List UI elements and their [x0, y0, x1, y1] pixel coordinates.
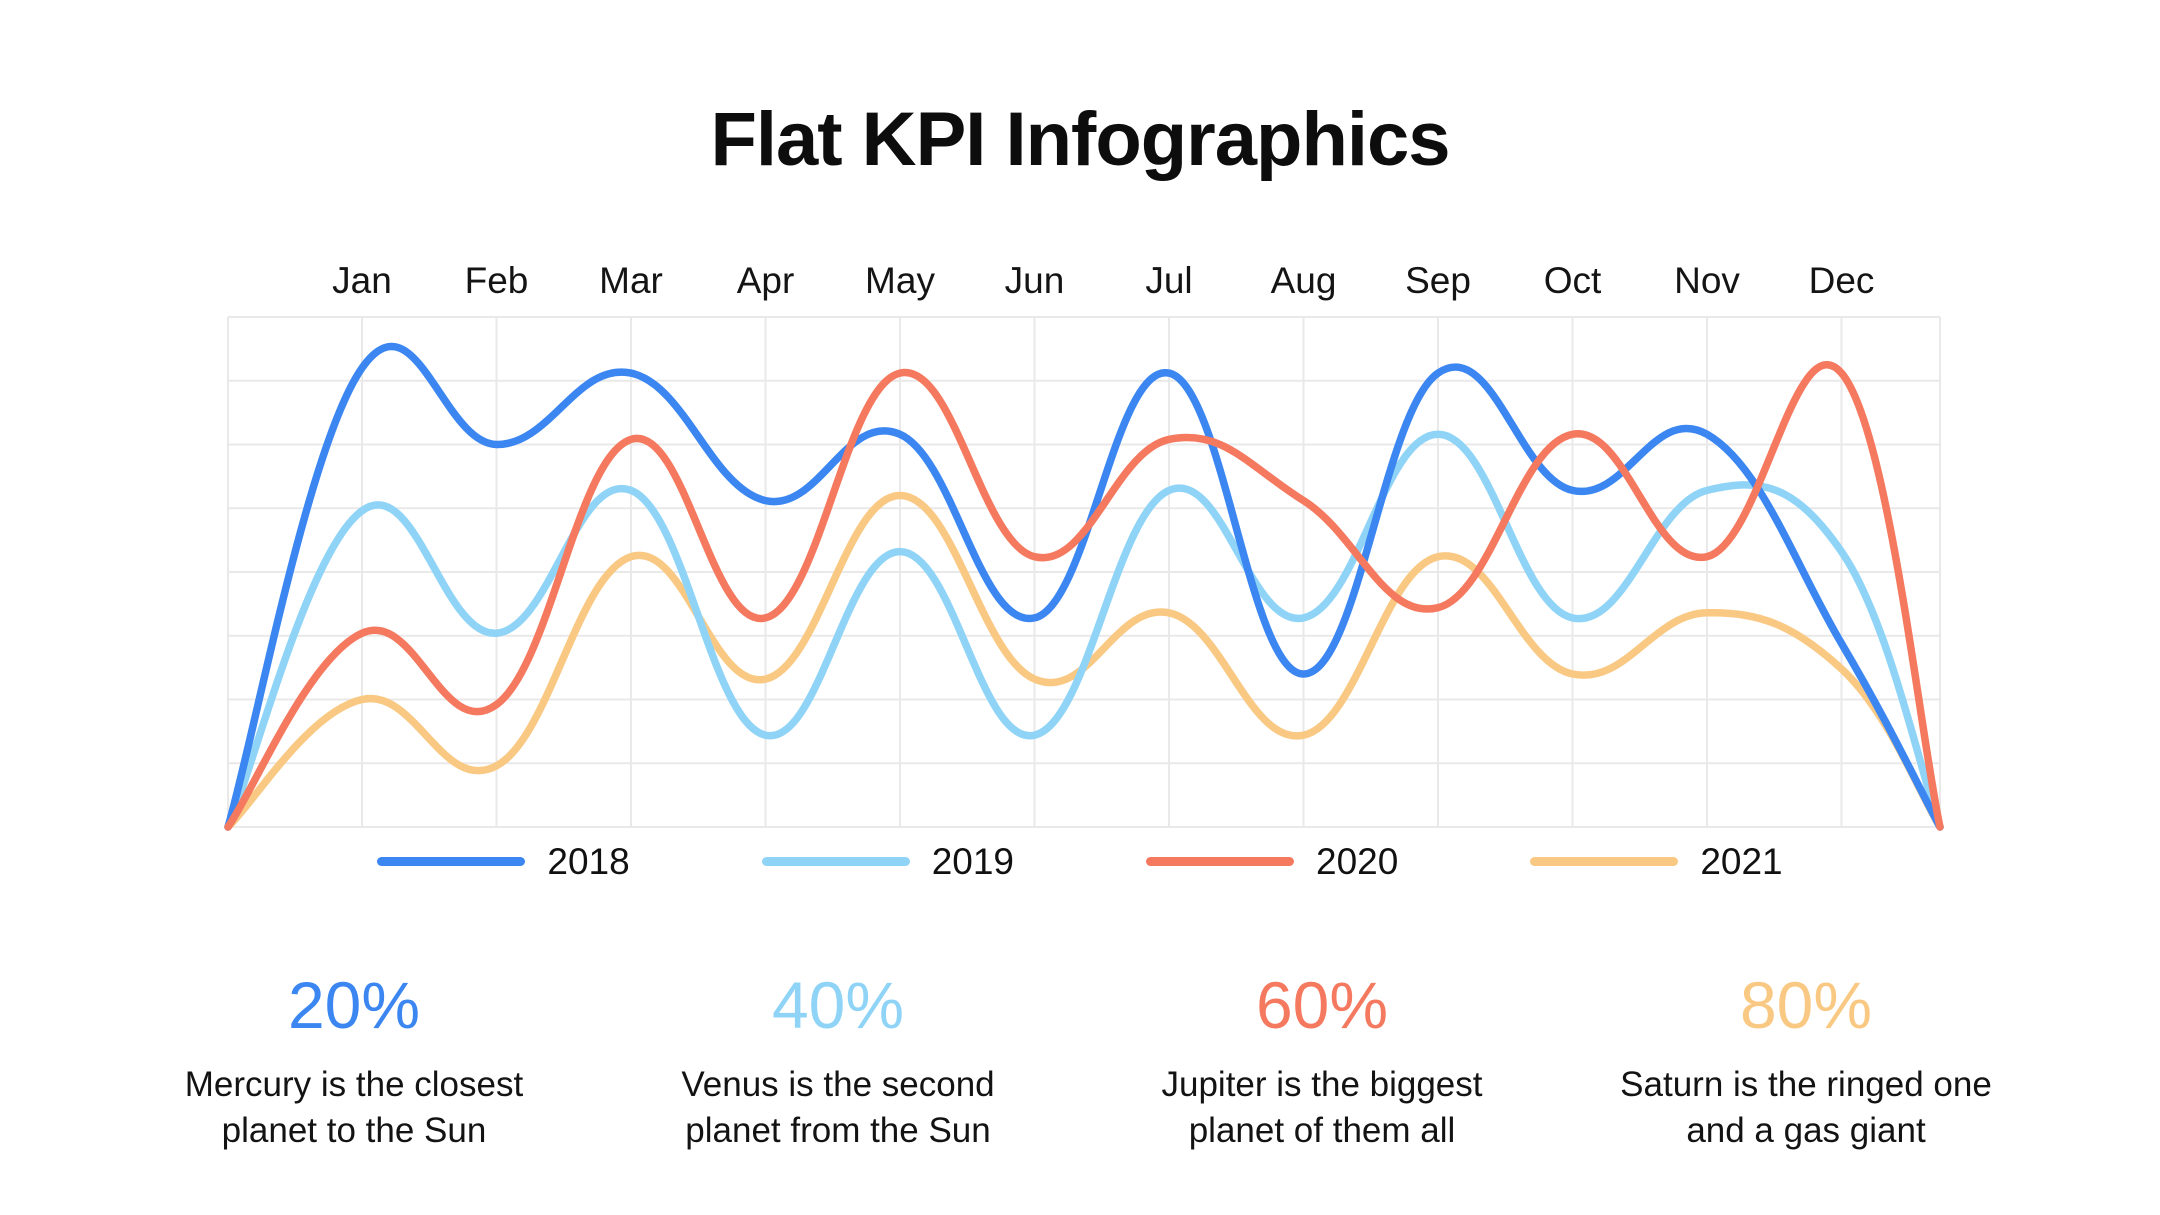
month-label-dec: Dec [1809, 260, 1875, 301]
series-lines [224, 342, 1944, 831]
legend-swatch-2019 [761, 857, 910, 866]
legend-label-2019: 2019 [931, 841, 1014, 882]
kpi-saturn: 80% Saturn is the ringed one and a gas g… [1564, 972, 2048, 1153]
legend-item-2019: 2019 [761, 841, 1014, 882]
kpi-value-venus: 40% [771, 968, 905, 1042]
month-label-may: May [865, 260, 935, 301]
kpi-value-mercury: 20% [287, 968, 421, 1042]
month-label-feb: Feb [465, 260, 529, 301]
series-line-2018 [224, 342, 1944, 831]
month-label-nov: Nov [1674, 260, 1740, 301]
month-label-oct: Oct [1544, 260, 1602, 301]
legend-swatch-2020 [1146, 857, 1294, 866]
legend-item-2021: 2021 [1530, 841, 1783, 882]
month-label-jun: Jun [1005, 260, 1065, 301]
legend-swatch-2021 [1530, 857, 1679, 866]
month-label-jul: Jul [1145, 260, 1192, 301]
kpi-row: 20% Mercury is the closest planet to the… [112, 972, 2048, 1153]
series-line-2021 [224, 491, 1944, 831]
kpi-value-jupiter: 60% [1255, 968, 1389, 1042]
month-label-jan: Jan [332, 260, 392, 301]
month-axis: Jan Feb Mar Apr May Jun Jul Aug Sep Oct Nov Dec [332, 260, 1874, 301]
legend-label-2021: 2021 [1700, 841, 1783, 882]
page-title: Flat KPI Infographics [710, 97, 1450, 182]
legend-item-2018: 2018 [377, 841, 630, 882]
legend-label-2018: 2018 [547, 841, 630, 882]
kpi-description-venus: Venus is the second planet from the Sun [681, 1065, 995, 1150]
kpi-jupiter: 60% Jupiter is the biggest planet of the… [1080, 972, 1564, 1153]
month-label-apr: Apr [737, 260, 795, 301]
legend-item-2020: 2020 [1146, 843, 1398, 880]
legend-label-2020: 2020 [1316, 841, 1399, 882]
kpi-mercury: 20% Mercury is the closest planet to the… [112, 972, 596, 1153]
chart-grid [227, 316, 1941, 828]
legend-swatch-2018 [377, 857, 526, 866]
month-label-mar: Mar [599, 260, 663, 301]
series-line-2020 [224, 361, 1944, 831]
kpi-description-saturn: Saturn is the ringed one and a gas giant [1620, 1065, 1992, 1150]
kpi-description-jupiter: Jupiter is the biggest planet of them al… [1161, 1065, 1483, 1150]
month-label-sep: Sep [1405, 260, 1471, 301]
chart-legend: 2018 2019 2020 2021 [0, 843, 2160, 880]
kpi-venus: 40% Venus is the second planet from the … [596, 972, 1080, 1153]
month-label-aug: Aug [1271, 260, 1337, 301]
kpi-description-mercury: Mercury is the closest planet to the Sun [184, 1065, 524, 1150]
kpi-value-saturn: 80% [1739, 968, 1873, 1042]
